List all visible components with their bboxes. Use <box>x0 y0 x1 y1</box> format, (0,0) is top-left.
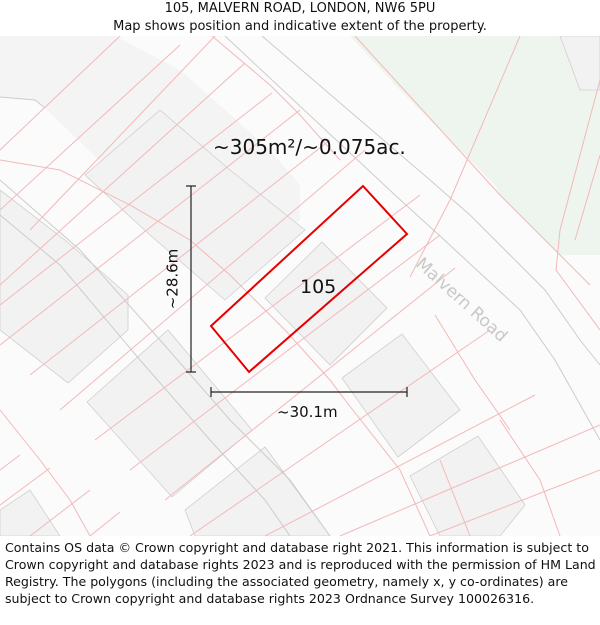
copyright-notice: Contains OS data © Crown copyright and d… <box>5 540 596 606</box>
area-label: ~305m²/~0.075ac. <box>213 135 406 159</box>
width-measure-label: ~30.1m <box>277 403 338 421</box>
parcel-lines <box>0 36 600 536</box>
property-map[interactable]: ~305m²/~0.075ac. 105 ~28.6m ~30.1m Malve… <box>0 36 600 536</box>
width-dimension-line <box>210 387 408 397</box>
property-address: 105, MALVERN ROAD, LONDON, NW6 5PU <box>164 1 436 16</box>
green-space <box>350 36 600 255</box>
property-boundary <box>209 184 409 374</box>
road-edges <box>0 36 600 536</box>
height-dimension-line <box>186 185 196 373</box>
map-subtitle: Map shows position and indicative extent… <box>113 19 487 34</box>
map-canvas <box>0 36 600 536</box>
height-measure-label: ~28.6m <box>163 248 182 310</box>
map-header: 105, MALVERN ROAD, LONDON, NW6 5PU Map s… <box>0 0 600 36</box>
plot-number-label: 105 <box>300 276 337 298</box>
